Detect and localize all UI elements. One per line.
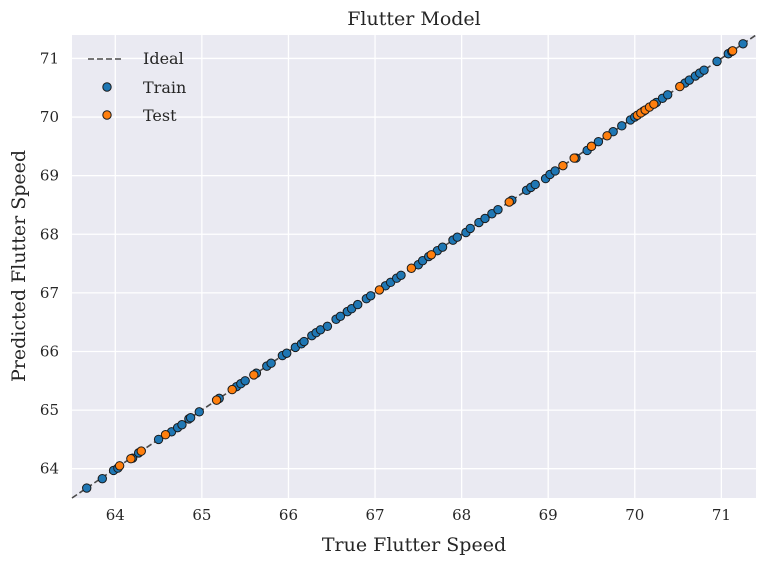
y-tick-label: 67 — [40, 284, 59, 302]
point-train — [699, 65, 709, 75]
point-test — [426, 250, 437, 260]
y-axis-title: Predicted Flutter Speed — [8, 150, 30, 382]
point-train — [738, 39, 748, 49]
point-train — [185, 413, 196, 423]
point-train — [335, 311, 346, 322]
point-test — [211, 395, 222, 405]
y-tick-label: 66 — [40, 342, 59, 360]
point-train — [530, 179, 540, 190]
legend-ideal-label: Ideal — [143, 49, 184, 68]
x-tick-label: 70 — [625, 506, 644, 524]
y-tick-label: 64 — [40, 460, 59, 478]
point-test — [675, 81, 685, 92]
point-test — [136, 446, 146, 456]
point-train — [465, 223, 475, 234]
legend-train-label: Train — [143, 78, 186, 97]
point-train — [353, 299, 363, 310]
point-test — [558, 160, 568, 171]
point-train — [662, 90, 673, 100]
y-tick-label: 65 — [40, 401, 59, 419]
x-axis-title: True Flutter Speed — [322, 534, 506, 556]
x-tick-label: 67 — [365, 506, 384, 524]
point-train — [153, 434, 164, 445]
point-test — [569, 153, 579, 163]
point-test — [727, 46, 738, 56]
point-train — [366, 291, 376, 301]
x-tick-label: 65 — [192, 506, 211, 524]
chart-title: Flutter Model — [347, 8, 481, 30]
point-test — [586, 141, 597, 152]
point-test — [114, 461, 125, 471]
point-train — [452, 232, 462, 242]
y-tick-labels: 64 65 66 67 68 69 70 71 — [40, 49, 59, 477]
point-train — [617, 121, 627, 131]
x-tick-label: 71 — [712, 506, 731, 524]
point-test — [374, 285, 385, 295]
point-test — [602, 131, 612, 141]
x-tick-label: 68 — [452, 506, 471, 524]
x-tick-label: 69 — [539, 506, 558, 524]
series-train — [82, 39, 748, 493]
data-points — [82, 39, 748, 493]
grid — [72, 35, 756, 498]
point-train — [299, 336, 309, 347]
y-tick-label: 71 — [40, 49, 59, 67]
point-train — [194, 407, 204, 417]
point-train — [282, 348, 292, 358]
legend: Ideal Train Test — [88, 49, 186, 125]
point-train — [240, 376, 250, 386]
point-train — [82, 483, 92, 493]
point-test — [649, 99, 659, 109]
point-test — [249, 370, 259, 380]
point-test — [504, 197, 514, 207]
x-tick-labels: 64 65 66 67 68 69 70 71 — [106, 506, 731, 524]
y-tick-label: 70 — [40, 108, 59, 126]
x-tick-label: 64 — [106, 506, 125, 524]
point-train — [493, 204, 503, 215]
legend-train-marker — [102, 82, 112, 92]
point-train — [480, 213, 490, 224]
point-train — [437, 242, 448, 252]
point-test — [126, 454, 136, 464]
point-train — [593, 136, 604, 147]
point-train — [396, 270, 406, 280]
series-test — [114, 46, 738, 471]
point-train — [550, 166, 560, 176]
point-train — [97, 473, 108, 484]
y-tick-label: 69 — [40, 167, 59, 185]
point-train — [322, 321, 333, 331]
y-tick-label: 68 — [40, 225, 59, 243]
x-tick-label: 66 — [279, 506, 298, 524]
point-test — [160, 430, 171, 440]
point-test — [227, 384, 237, 395]
legend-test-label: Test — [143, 106, 177, 125]
legend-test-marker — [102, 110, 112, 120]
point-train — [266, 358, 276, 368]
point-train — [712, 56, 722, 67]
point-test — [406, 263, 417, 273]
point-train — [177, 420, 187, 430]
